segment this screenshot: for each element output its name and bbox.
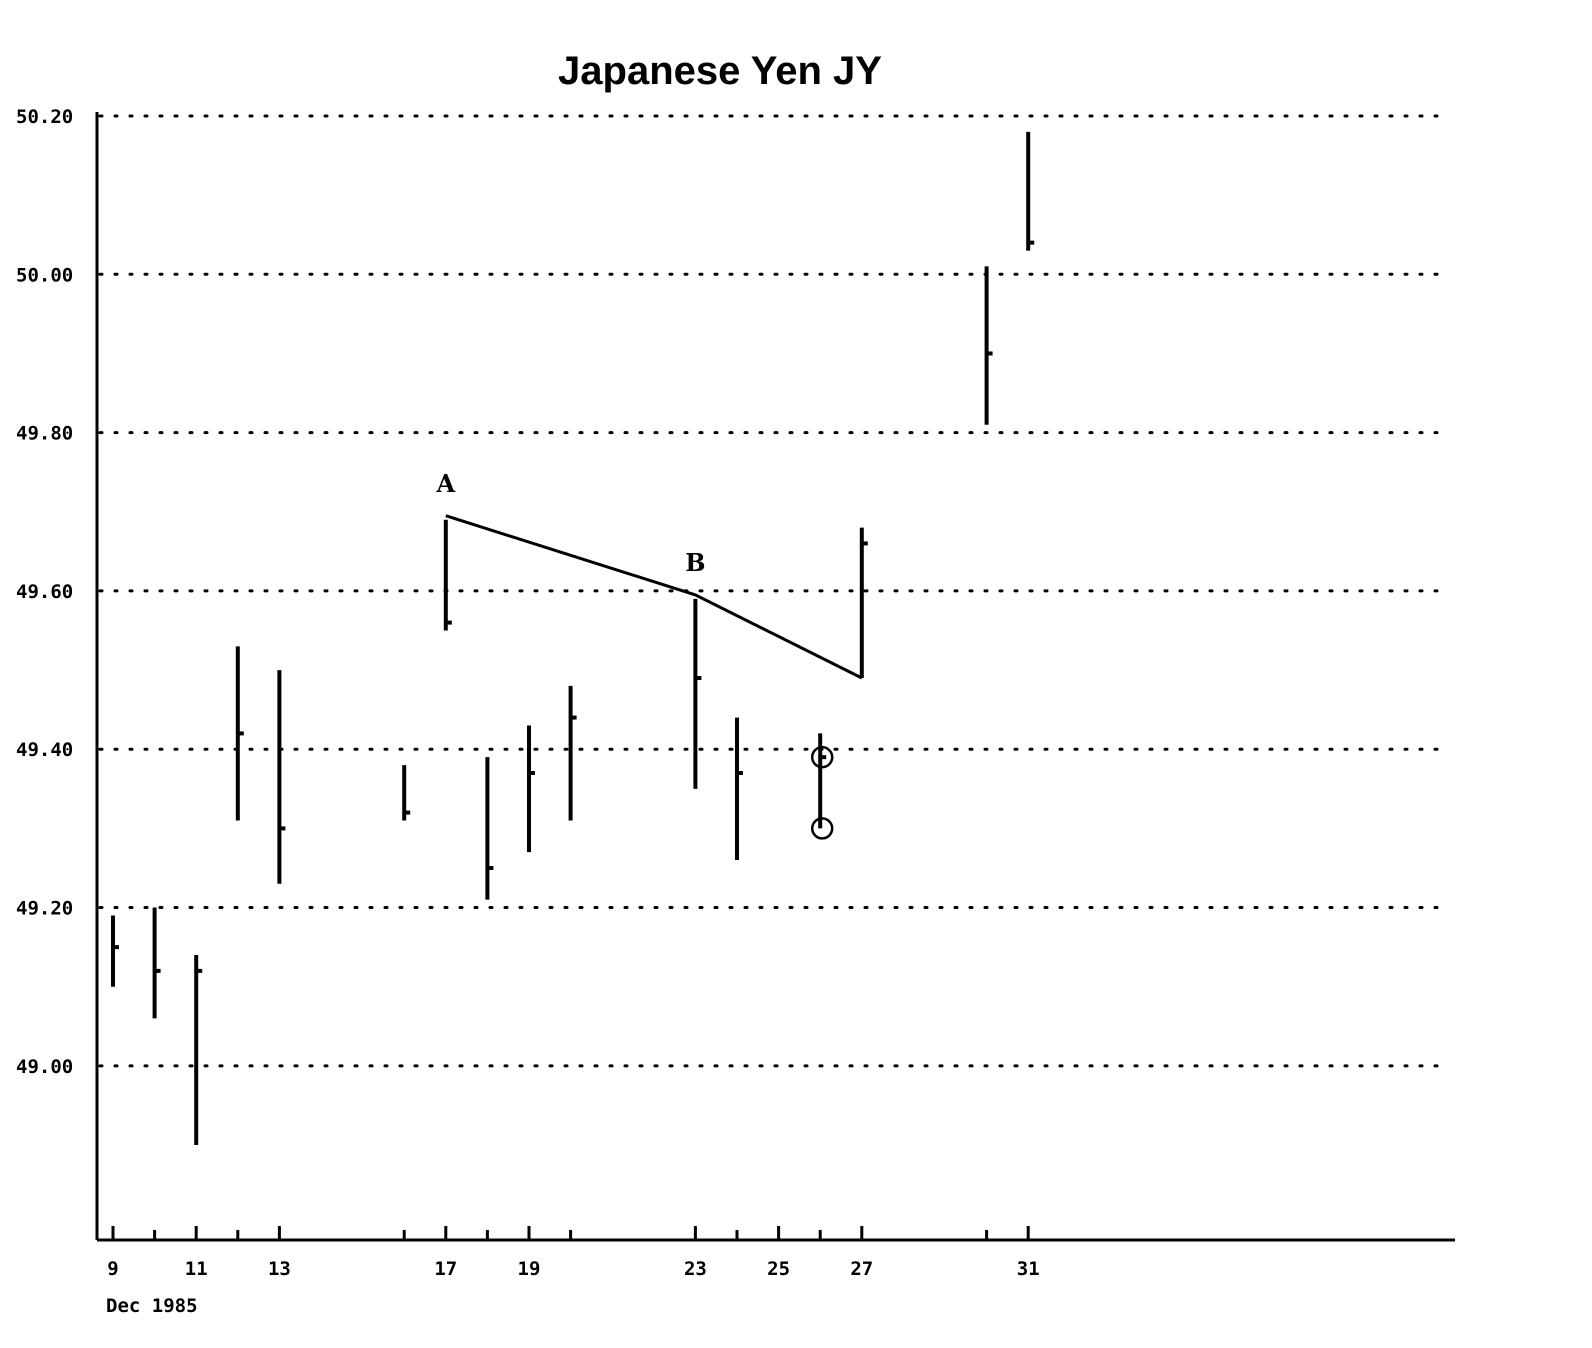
x-axis-ticks [111,1226,1030,1240]
x-tick-label-3: 17 [434,1258,457,1280]
x-tick-label-6: 25 [767,1258,790,1280]
chart-title: Japanese Yen JY [558,49,882,93]
y-tick-label-0: 50.20 [16,106,73,128]
gridlines [98,114,1442,1068]
axes [95,112,1455,1242]
annotations: AB [435,469,834,840]
y-tick-label-1: 50.00 [16,264,73,286]
annotation-B: B [685,548,705,577]
trendline [445,514,863,680]
x-axis-title: Dec 1985 [106,1295,198,1317]
x-tick-labels: 9 11 13 17 19 23 25 27 31 [107,1258,1039,1280]
x-tick-label-8: 31 [1017,1258,1040,1280]
x-tick-label-2: 13 [268,1258,291,1280]
trendline-group [445,514,863,680]
y-tick-label-3: 49.60 [16,581,73,603]
x-tick-label-1: 11 [185,1258,208,1280]
price-bars [111,131,1035,1146]
y-tick-label-2: 49.80 [16,423,73,445]
annotation-A: A [435,469,455,498]
x-tick-label-5: 23 [684,1258,707,1280]
y-tick-label-6: 49.00 [16,1056,73,1078]
x-tick-label-4: 19 [518,1258,541,1280]
y-tick-labels: 50.20 50.00 49.80 49.60 49.40 49.20 49.00 [16,106,73,1078]
y-tick-label-4: 49.40 [16,739,73,761]
y-tick-label-5: 49.20 [16,898,73,920]
x-tick-label-7: 27 [850,1258,873,1280]
circled-point-1 [810,817,834,840]
x-tick-label-0: 9 [107,1258,118,1280]
circled-point-0 [810,745,834,769]
